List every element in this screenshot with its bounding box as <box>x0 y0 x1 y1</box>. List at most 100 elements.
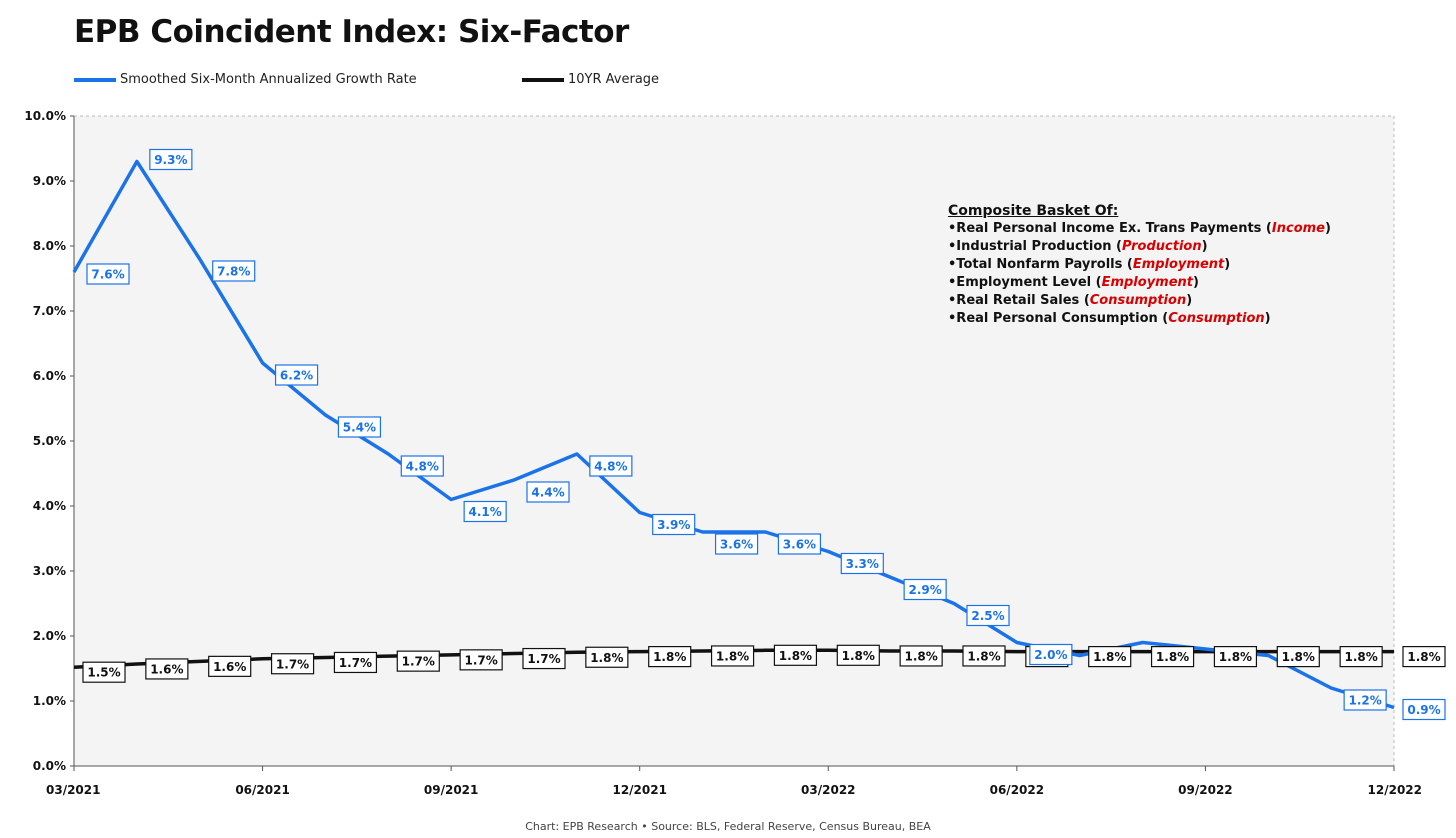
x-tick-label: 06/2022 <box>990 783 1044 797</box>
data-label-growth: 0.9% <box>1407 703 1440 717</box>
data-label-growth: 5.4% <box>343 421 376 435</box>
data-label-growth-box <box>274 364 319 386</box>
data-label-growth: 4.8% <box>406 460 439 474</box>
data-label-average: 1.8% <box>1219 650 1252 664</box>
data-label-growth: 3.6% <box>783 538 816 552</box>
x-tick-label: 03/2022 <box>801 783 855 797</box>
data-label-growth: 2.0% <box>1034 648 1067 662</box>
data-label-growth: 9.3% <box>154 153 187 167</box>
data-label-growth-box <box>1402 698 1446 721</box>
series-line-growth <box>72 159 1395 710</box>
data-label-average: 1.8% <box>842 649 875 663</box>
data-label-growth-box <box>714 533 759 555</box>
data-label-growth-box <box>589 455 633 477</box>
data-label-average-box <box>1402 645 1446 668</box>
data-label-growth-box <box>337 416 382 438</box>
data-label-average-box <box>585 646 629 668</box>
legend: Smoothed Six-Month Annualized Growth Rat… <box>74 72 774 94</box>
legend-swatch-growth <box>74 77 116 82</box>
data-label-average: 1.8% <box>905 649 938 663</box>
data-label-growth-box <box>400 455 444 477</box>
data-label-average-box <box>145 658 189 680</box>
data-label-average-box <box>82 661 126 683</box>
x-tick-label: 09/2021 <box>424 783 478 797</box>
data-label-growth-box <box>149 148 193 171</box>
composite-item: •Real Retail Sales (Consumption) <box>948 293 1193 308</box>
data-label-growth-box <box>903 578 947 601</box>
composite-item: •Industrial Production (Production) <box>948 239 1208 254</box>
data-label-average: 1.8% <box>653 650 686 664</box>
y-tick-label: 10.0% <box>24 109 66 123</box>
data-label-growth: 2.9% <box>909 583 942 597</box>
data-label-growth-box <box>212 260 256 282</box>
source-note: Chart: EPB Research • Source: BLS, Feder… <box>525 820 931 833</box>
data-label-average-box <box>836 644 880 666</box>
legend-item-average: 10YR Average <box>522 72 659 87</box>
y-tick-label: 8.0% <box>33 239 66 253</box>
data-label-average: 1.5% <box>87 666 120 680</box>
data-label-growth: 3.9% <box>657 518 690 532</box>
data-label-average-box <box>1339 645 1383 668</box>
data-label-average-box <box>208 655 252 677</box>
y-tick-label: 2.0% <box>33 629 66 643</box>
composite-item: •Employment Level (Employment) <box>948 275 1199 290</box>
data-label-average-box <box>1088 645 1132 668</box>
data-label-growth: 4.1% <box>469 505 502 519</box>
composite-basket-note: Composite Basket Of: •Real Personal Inco… <box>948 202 1331 328</box>
data-label-growth: 4.4% <box>531 486 564 500</box>
data-label-average-box <box>710 645 755 667</box>
y-tick-label: 3.0% <box>33 564 66 578</box>
data-label-average: 1.8% <box>590 651 623 665</box>
data-label-average: 1.8% <box>1093 650 1126 664</box>
data-label-average-box <box>899 645 943 667</box>
data-label-growth-box <box>652 513 696 536</box>
x-tick-label: 06/2021 <box>235 783 289 797</box>
data-label-average: 1.6% <box>213 660 246 674</box>
data-label-average-box <box>1213 645 1258 668</box>
data-label-average: 1.7% <box>402 655 435 669</box>
data-label-average: 1.7% <box>276 657 309 671</box>
data-label-average-box <box>962 645 1006 667</box>
composite-heading: Composite Basket Of: <box>948 203 1119 219</box>
data-label-average-box <box>648 645 692 668</box>
composite-item: •Real Personal Income Ex. Trans Payments… <box>948 221 1331 236</box>
legend-label-growth: Smoothed Six-Month Annualized Growth Rat… <box>120 72 417 87</box>
data-label-growth: 3.3% <box>846 557 879 571</box>
composite-item: •Real Personal Consumption (Consumption) <box>948 311 1271 326</box>
data-label-average: 1.8% <box>779 649 812 663</box>
y-tick-label: 1.0% <box>33 694 66 708</box>
y-tick-label: 9.0% <box>33 174 66 188</box>
data-label-growth: 2.5% <box>971 609 1004 623</box>
data-label-growth-box <box>86 263 130 285</box>
data-label-average: 1.8% <box>1156 650 1189 664</box>
data-label-average: 1.8% <box>1407 650 1440 664</box>
data-label-average-box <box>522 647 566 670</box>
y-tick-label: 7.0% <box>33 304 66 318</box>
x-tick-label: 12/2022 <box>1368 783 1422 797</box>
data-label-average: 1.8% <box>1345 650 1378 664</box>
data-label-average-box <box>333 651 378 674</box>
x-tick-label: 03/2021 <box>46 783 100 797</box>
data-label-average-box <box>1276 645 1320 668</box>
data-label-average: 1.7% <box>465 653 498 667</box>
y-tick-label: 5.0% <box>33 434 66 448</box>
legend-item-growth: Smoothed Six-Month Annualized Growth Rat… <box>74 72 417 87</box>
data-label-growth-box <box>526 481 570 503</box>
chart-title: EPB Coincident Index: Six-Factor <box>74 14 629 50</box>
data-label-average-box <box>396 650 440 672</box>
x-tick-label: 12/2021 <box>612 783 666 797</box>
data-label-average: 1.7% <box>339 656 372 670</box>
data-label-average-box <box>459 649 503 671</box>
y-tick-label: 4.0% <box>33 499 66 513</box>
y-tick-label: 0.0% <box>33 759 66 773</box>
data-label-average-box <box>773 644 818 666</box>
data-label-growth: 7.6% <box>91 268 124 282</box>
data-label-average-box <box>1150 645 1195 668</box>
data-label-average: 1.7% <box>527 652 560 666</box>
data-label-growth-box <box>840 552 884 575</box>
legend-label-average: 10YR Average <box>568 72 660 87</box>
data-label-growth: 7.8% <box>217 265 250 279</box>
data-label-average: 1.8% <box>1282 650 1315 664</box>
data-label-growth: 3.6% <box>720 538 753 552</box>
